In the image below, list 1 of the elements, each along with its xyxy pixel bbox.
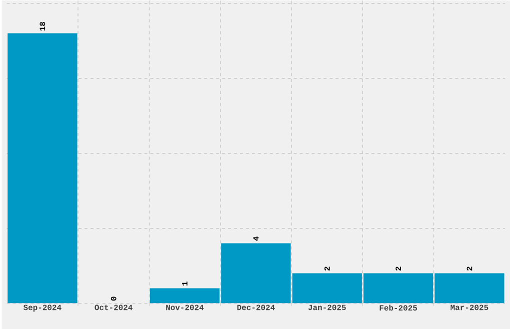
bar: [8, 33, 78, 304]
